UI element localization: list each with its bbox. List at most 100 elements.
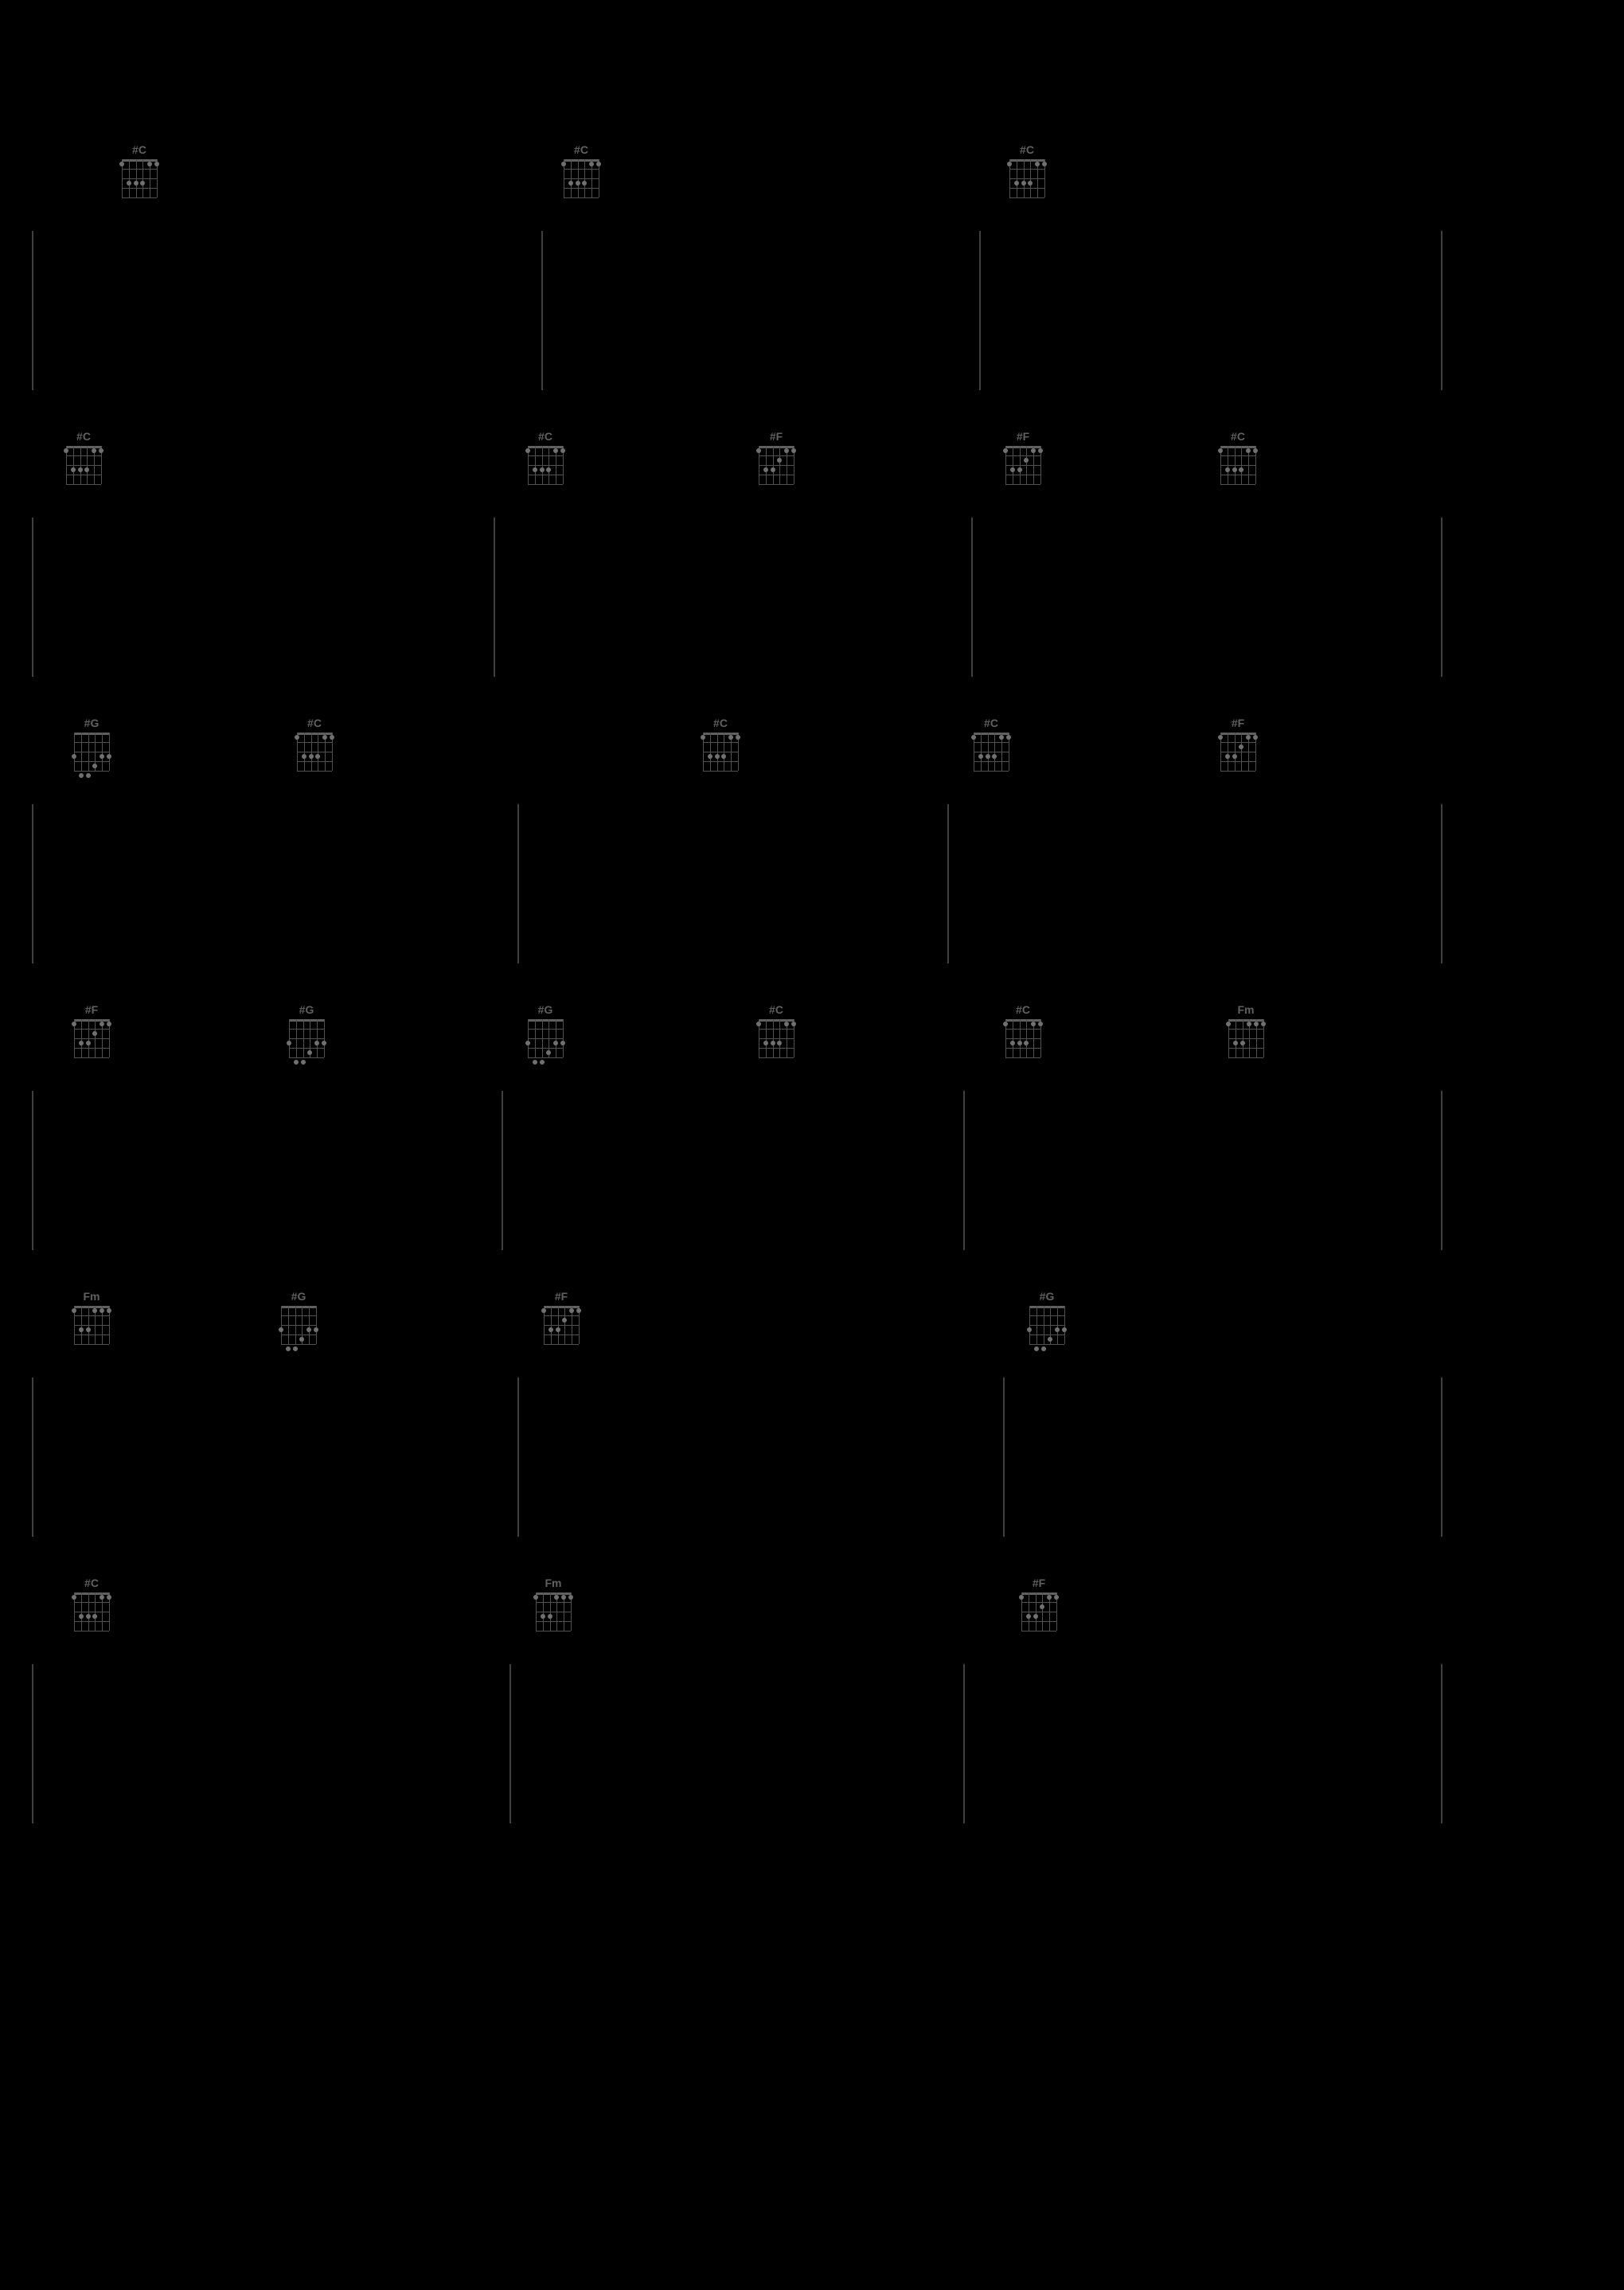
barline xyxy=(32,1378,33,1537)
staff-system: #F #G #G #C #C Fm xyxy=(0,1003,1624,1250)
barline xyxy=(32,1091,33,1250)
barline xyxy=(32,518,33,677)
chord-diagram: #C xyxy=(971,717,1011,771)
staff-system: #C #C #F #F #C xyxy=(0,430,1624,677)
chord-label: #G xyxy=(1027,1290,1067,1303)
chord-diagram: #C xyxy=(72,1577,111,1631)
chord-grid xyxy=(1005,446,1040,484)
chord-diagram: #G xyxy=(525,1003,565,1057)
chord-label: #G xyxy=(72,717,111,729)
chord-grid xyxy=(1228,1019,1263,1057)
chord-label: #F xyxy=(72,1003,111,1016)
chord-row: #C #C #C xyxy=(0,143,1624,207)
chord-label: #G xyxy=(279,1290,318,1303)
chord-grid xyxy=(74,733,109,771)
chord-row: Fm #G #F #G xyxy=(0,1290,1624,1354)
chord-diagram: #C xyxy=(1218,430,1258,484)
chord-diagram: #C xyxy=(295,717,334,771)
chord-grid xyxy=(289,1019,324,1057)
chord-diagram: #C xyxy=(1007,143,1047,197)
barline xyxy=(1003,1378,1005,1537)
chord-diagram: #F xyxy=(1218,717,1258,771)
barline xyxy=(963,1091,965,1250)
chord-diagram: Fm xyxy=(1226,1003,1266,1057)
chord-label: Fm xyxy=(1226,1003,1266,1016)
chord-diagram: #G xyxy=(72,717,111,771)
staff-system: #C #C #C xyxy=(0,143,1624,390)
chord-diagram: #F xyxy=(1003,430,1043,484)
chord-grid xyxy=(74,1592,109,1631)
barline xyxy=(502,1091,503,1250)
staff-system: #G#C#C#C#F xyxy=(0,717,1624,963)
chord-label: Fm xyxy=(72,1290,111,1303)
chord-label: #G xyxy=(287,1003,326,1016)
chord-label: Fm xyxy=(533,1577,573,1589)
chord-diagram: Fm xyxy=(72,1290,111,1344)
chord-label: #C xyxy=(971,717,1011,729)
staff-system: #C Fm #F xyxy=(0,1577,1624,1823)
staff-system: Fm #G #F #G xyxy=(0,1290,1624,1537)
chord-label: #C xyxy=(525,430,565,443)
chord-grid xyxy=(759,1019,794,1057)
chord-grid xyxy=(1009,159,1044,197)
chord-label: #F xyxy=(541,1290,581,1303)
chord-diagram: #C xyxy=(561,143,601,197)
barline xyxy=(1441,804,1442,963)
chord-grid xyxy=(281,1306,316,1344)
chord-diagram: #F xyxy=(72,1003,111,1057)
barline xyxy=(963,1664,965,1823)
chord-label: #G xyxy=(525,1003,565,1016)
chord-row: #G#C#C#C#F xyxy=(0,717,1624,780)
chord-label: #C xyxy=(561,143,601,156)
chord-grid xyxy=(1029,1306,1064,1344)
chord-diagram: #F xyxy=(1019,1577,1059,1631)
barline xyxy=(494,518,495,677)
barline xyxy=(947,804,949,963)
chord-grid xyxy=(74,1306,109,1344)
chord-diagram: #F xyxy=(756,430,796,484)
barline xyxy=(32,804,33,963)
chord-diagram: #C xyxy=(119,143,159,197)
chord-diagram: #F xyxy=(541,1290,581,1344)
chord-label: #C xyxy=(64,430,103,443)
chord-label: #F xyxy=(756,430,796,443)
barline xyxy=(32,1664,33,1823)
barline xyxy=(1441,1664,1442,1823)
barline xyxy=(1441,231,1442,390)
chord-grid xyxy=(759,446,794,484)
chord-grid xyxy=(528,446,563,484)
chord-row: #F #G #G #C #C Fm xyxy=(0,1003,1624,1067)
chord-diagram: #G xyxy=(279,1290,318,1344)
barline xyxy=(517,1378,519,1537)
chord-diagram: #C xyxy=(525,430,565,484)
chord-grid xyxy=(66,446,101,484)
barline xyxy=(1441,1091,1442,1250)
chord-label: #C xyxy=(1218,430,1258,443)
chord-label: #F xyxy=(1003,430,1043,443)
chord-row: #C #C #F #F #C xyxy=(0,430,1624,494)
chord-grid xyxy=(74,1019,109,1057)
chord-grid xyxy=(544,1306,579,1344)
chord-grid xyxy=(297,733,332,771)
barline xyxy=(971,518,973,677)
chord-grid xyxy=(1021,1592,1056,1631)
barline xyxy=(541,231,543,390)
chord-diagram: #G xyxy=(287,1003,326,1057)
chord-diagram: Fm xyxy=(533,1577,573,1631)
chord-diagram: #C xyxy=(756,1003,796,1057)
chord-grid xyxy=(122,159,157,197)
chord-label: #C xyxy=(295,717,334,729)
chord-label: #C xyxy=(1007,143,1047,156)
chord-grid xyxy=(974,733,1009,771)
barline xyxy=(979,231,981,390)
chord-grid xyxy=(536,1592,571,1631)
chord-diagram: #G xyxy=(1027,1290,1067,1344)
barline xyxy=(1441,518,1442,677)
chord-grid xyxy=(1220,733,1255,771)
barline xyxy=(517,804,519,963)
chord-grid xyxy=(703,733,738,771)
chord-diagram: #C xyxy=(1003,1003,1043,1057)
chord-grid xyxy=(1220,446,1255,484)
barline xyxy=(32,231,33,390)
chord-grid xyxy=(528,1019,563,1057)
